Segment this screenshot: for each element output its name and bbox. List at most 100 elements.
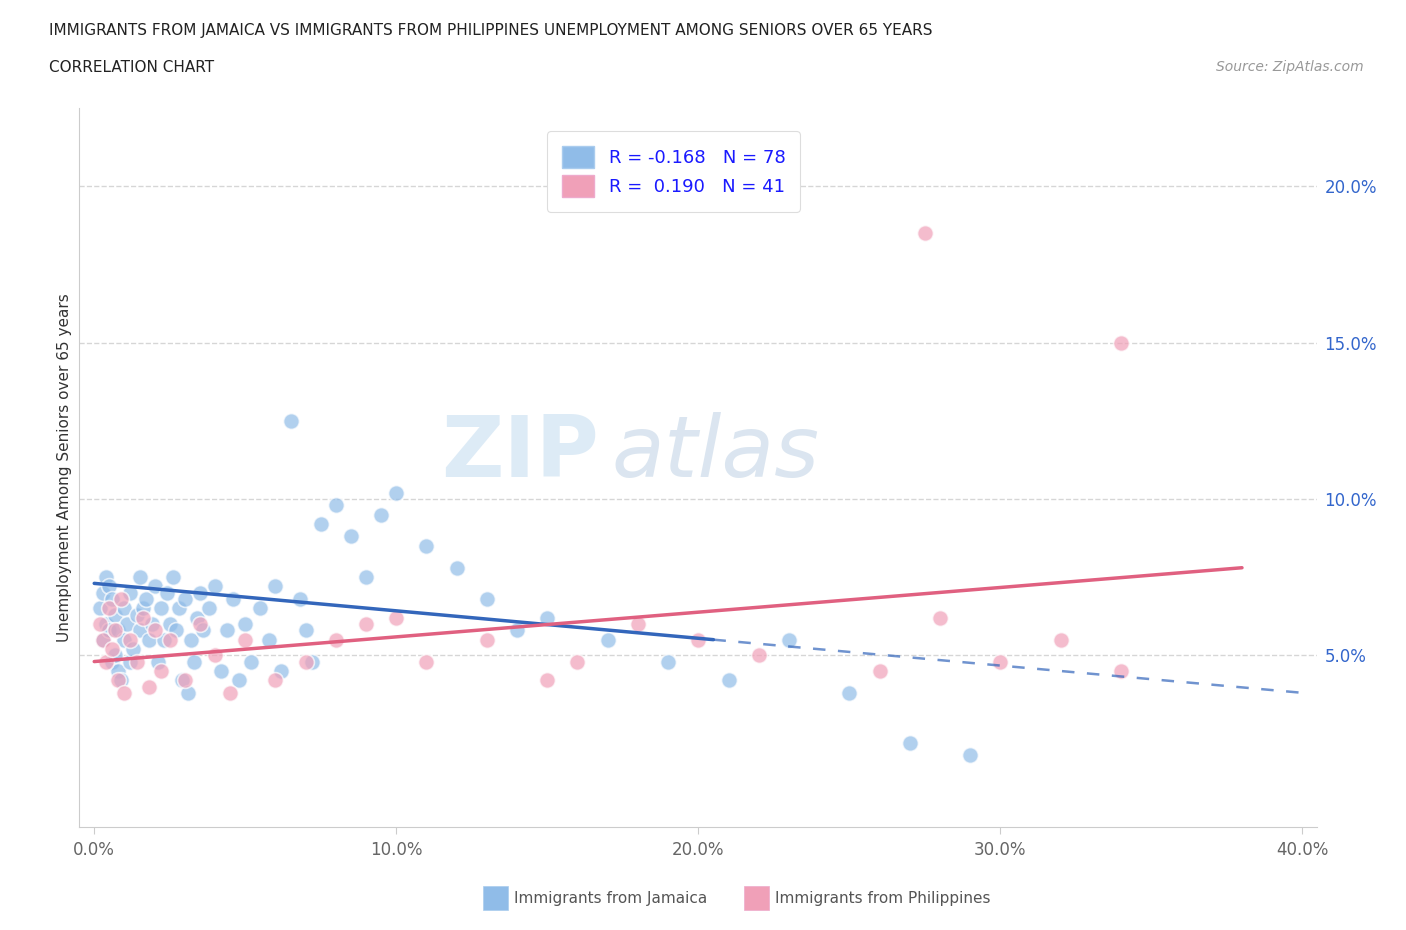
Y-axis label: Unemployment Among Seniors over 65 years: Unemployment Among Seniors over 65 years [58, 293, 72, 642]
Point [446, 560, 468, 575]
Text: ZIP: ZIP [441, 412, 599, 495]
Point [219, 685, 242, 700]
Point [475, 591, 498, 606]
Point [233, 632, 256, 647]
Point [98, 601, 121, 616]
Point [173, 591, 195, 606]
Point [188, 617, 211, 631]
Point [217, 623, 239, 638]
Point [149, 601, 172, 616]
Point [122, 642, 145, 657]
Point [354, 617, 377, 631]
Point [929, 610, 952, 625]
Point [165, 623, 187, 638]
Point [869, 663, 891, 678]
Point [125, 654, 148, 669]
Point [240, 654, 263, 669]
Point [138, 679, 160, 694]
Point [914, 226, 936, 241]
Point [354, 570, 377, 585]
Point [98, 623, 121, 638]
Point [96, 570, 118, 585]
Point [475, 632, 498, 647]
Point [385, 610, 408, 625]
Point [657, 654, 679, 669]
Point [91, 585, 114, 600]
Point [222, 591, 245, 606]
Point [748, 648, 770, 663]
Text: IMMIGRANTS FROM JAMAICA VS IMMIGRANTS FROM PHILIPPINES UNEMPLOYMENT AMONG SENIOR: IMMIGRANTS FROM JAMAICA VS IMMIGRANTS FR… [49, 23, 932, 38]
Point [128, 623, 150, 638]
Point [156, 585, 179, 600]
Point [143, 623, 166, 638]
Point [112, 685, 135, 700]
Point [131, 601, 153, 616]
Point [120, 654, 142, 669]
Point [838, 685, 860, 700]
Point [107, 663, 129, 678]
Point [294, 654, 316, 669]
Point [89, 601, 111, 616]
Point [110, 591, 132, 606]
Point [101, 591, 124, 606]
Point [183, 654, 205, 669]
Point [325, 632, 347, 647]
Point [280, 413, 302, 428]
Point [120, 585, 142, 600]
Point [204, 648, 226, 663]
Point [107, 623, 129, 638]
Point [209, 663, 232, 678]
Point [778, 632, 800, 647]
Point [91, 632, 114, 647]
Point [91, 632, 114, 647]
Point [128, 570, 150, 585]
Point [104, 607, 127, 622]
Point [264, 579, 287, 594]
Point [152, 632, 174, 647]
Point [96, 617, 118, 631]
Point [294, 623, 316, 638]
Point [415, 654, 437, 669]
Point [204, 579, 226, 594]
Point [309, 516, 332, 531]
Point [125, 607, 148, 622]
Point [627, 617, 650, 631]
Point [301, 654, 323, 669]
Point [141, 617, 163, 631]
Point [264, 673, 287, 688]
Point [198, 601, 221, 616]
Point [177, 685, 200, 700]
Point [131, 610, 153, 625]
Point [112, 601, 135, 616]
Point [228, 673, 250, 688]
Point [959, 748, 981, 763]
Point [233, 617, 256, 631]
Point [717, 673, 740, 688]
Point [117, 617, 139, 631]
Point [567, 654, 589, 669]
Point [149, 663, 172, 678]
Point [1049, 632, 1071, 647]
Point [96, 654, 118, 669]
Point [146, 654, 169, 669]
Point [135, 591, 157, 606]
Point [89, 617, 111, 631]
Point [186, 610, 208, 625]
Point [415, 538, 437, 553]
Point [162, 570, 184, 585]
Legend: R = -0.168   N = 78, R =  0.190   N = 41: R = -0.168 N = 78, R = 0.190 N = 41 [547, 131, 800, 212]
Text: Immigrants from Philippines: Immigrants from Philippines [775, 891, 991, 906]
Point [173, 673, 195, 688]
Point [104, 648, 127, 663]
Point [101, 642, 124, 657]
Point [159, 617, 181, 631]
Point [107, 673, 129, 688]
Point [249, 601, 271, 616]
Point [1109, 663, 1132, 678]
Point [898, 736, 921, 751]
Point [325, 498, 347, 512]
Point [688, 632, 710, 647]
Point [112, 632, 135, 647]
Point [385, 485, 408, 500]
Point [536, 610, 558, 625]
